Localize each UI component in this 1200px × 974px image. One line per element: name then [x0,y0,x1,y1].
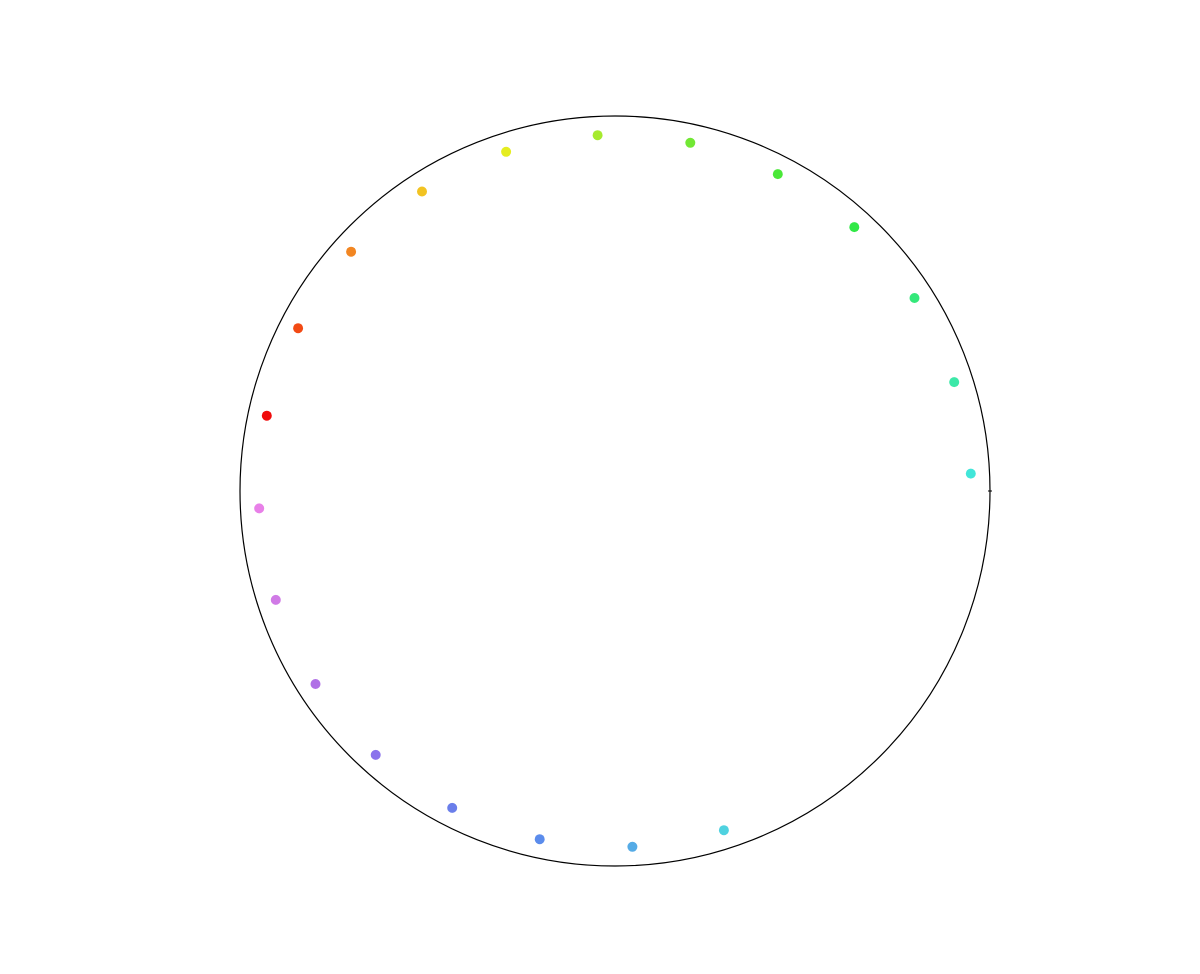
data-point-10 [346,246,357,257]
data-point-7 [592,130,603,141]
data-point-3 [909,293,920,303]
data-point-11 [293,323,304,334]
data-point-13 [254,503,265,514]
data-point-19 [627,841,638,852]
data-point-20 [718,825,729,836]
data-point-8 [501,146,512,157]
data-point-4 [849,222,860,233]
points-layer [254,130,976,852]
data-point-5 [772,169,783,180]
data-point-18 [534,834,545,845]
data-point-16 [370,749,381,760]
data-point-9 [417,186,427,197]
data-point-15 [310,679,321,689]
data-point-17 [447,802,458,813]
polar-outer-ring [239,115,991,867]
data-point-12 [261,410,272,421]
data-point-1 [965,468,976,479]
data-point-2 [949,377,960,388]
data-point-14 [270,594,281,605]
data-point-6 [685,137,696,148]
